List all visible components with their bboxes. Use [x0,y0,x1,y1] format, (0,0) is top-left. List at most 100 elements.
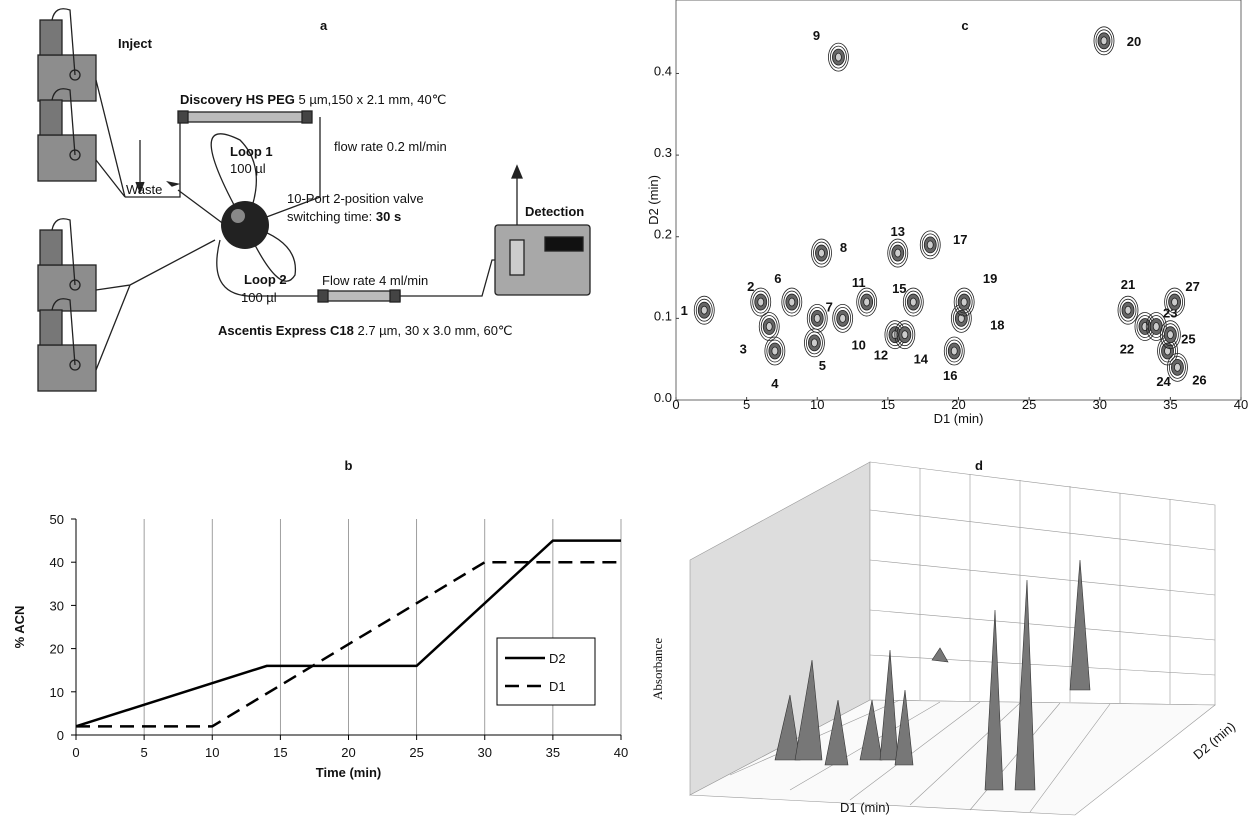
contour [781,287,803,317]
contour [894,320,916,350]
peak-label: 8 [840,240,847,255]
y-tick-label: 0.0 [654,390,672,405]
contour [1167,352,1188,382]
peak-label: 17 [953,232,967,247]
peak-label: 2 [747,279,754,294]
peak [764,336,786,366]
x-tick-label: 10 [810,397,824,412]
peak-label: 18 [990,317,1004,332]
valve [221,201,269,249]
contour [813,313,821,323]
contour [1169,355,1186,379]
contour [896,323,914,347]
series-line [75,539,621,728]
contour [700,305,708,315]
contour [811,338,818,348]
x-tick-label: 40 [614,745,628,760]
contour [1161,323,1179,347]
y-tick-label: 30 [50,598,64,613]
peak [750,287,772,317]
x-tick-label: 15 [881,397,895,412]
y-tick-label: 0.4 [654,63,672,78]
contour [887,238,909,268]
peak-label: 1 [681,303,688,318]
x-tick-label: 35 [1163,397,1177,412]
peak-label: 16 [943,368,957,383]
contour [955,290,973,314]
inject-label: Inject [118,36,153,51]
contour [750,287,772,317]
contour [771,346,779,356]
peak-label: 4 [771,376,779,391]
y-tick-label: 0.1 [654,308,672,323]
peak [811,238,832,268]
contour [811,238,832,268]
peak-label: 5 [819,358,826,373]
contour [828,42,849,72]
peak [781,287,803,317]
contour [1164,287,1186,317]
loop1-volume: 100 µl [230,161,266,176]
contour [926,240,934,250]
peak [902,287,924,317]
detection-label: Detection [525,204,584,219]
panel-label: d [975,458,983,473]
contour [757,297,765,307]
x-tick-label: 5 [141,745,148,760]
contour [752,290,770,314]
x-tick-label: 5 [743,397,750,412]
x-tick-label: 20 [341,745,355,760]
contour [856,287,878,317]
peak-label: 10 [851,337,865,352]
contour [960,297,968,307]
y-tick-label: 40 [50,555,64,570]
contour [1166,330,1174,340]
contour [764,336,786,366]
contour [894,248,902,258]
contour [1095,29,1113,53]
peak [1164,287,1186,317]
peak-label: 9 [813,28,820,43]
contour [909,297,917,307]
switching-label: switching time: [287,209,372,224]
contour [1147,315,1165,338]
x-axis-label: D1 (min) [840,800,890,815]
column1-spec: 5 µm,150 x 2.1 mm, 40℃ [299,92,447,107]
loop1-name: Loop 1 [230,144,273,159]
peak-label: 6 [774,271,781,286]
contour [1100,36,1108,46]
y-tick-label: 0 [57,728,64,743]
contour [1117,295,1139,325]
x-tick-label: 30 [478,745,492,760]
flow2: Flow rate 4 ml/min [322,273,428,288]
contour [863,297,871,307]
y-tick-label: 0.2 [654,227,672,242]
contour [858,290,876,314]
contour [808,306,826,330]
peak-label: 19 [983,271,997,286]
contour [695,298,713,322]
contour [760,315,778,338]
peak [919,230,941,260]
contour [766,339,784,363]
peak [856,287,878,317]
peak-label: 24 [1156,374,1171,389]
contour [1164,346,1171,356]
peak-label: 11 [852,275,866,290]
contour [921,233,939,257]
contour [765,322,773,331]
contour [1093,26,1115,56]
peak-label: 7 [826,299,833,314]
contour [1152,322,1160,331]
contour [693,295,715,325]
contour [1119,298,1137,322]
switching-time: 30 s [376,209,401,224]
y-tick-label: 10 [50,685,64,700]
column2-label: Ascentis Express C18 2.7 µm, 30 x 3.0 mm… [218,323,513,338]
panel-label: a [320,18,328,33]
peak [806,303,828,333]
x-axis-label: Time (min) [316,765,382,780]
contour [1145,312,1167,341]
peak-label: 25 [1181,332,1195,347]
contour [834,306,852,330]
